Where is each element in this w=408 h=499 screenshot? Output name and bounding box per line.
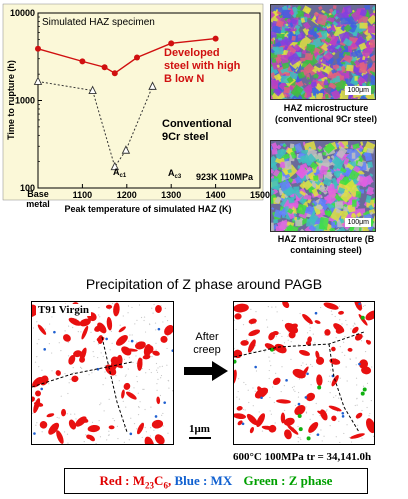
developed-steel-label-1: Developed bbox=[164, 47, 220, 59]
y-tick-label: 100 bbox=[20, 183, 35, 193]
micrograph-conventional-caption: HAZ microstructure (conventional 9Cr ste… bbox=[274, 103, 378, 124]
legend-red: Red : M23C6, bbox=[99, 473, 172, 491]
data-point-conventional bbox=[88, 85, 97, 94]
y-axis-label: Time to rupture (h) bbox=[6, 60, 16, 140]
x-tick-label: 1200 bbox=[117, 190, 137, 200]
x-tick-label: 1500 bbox=[250, 190, 270, 200]
conventional-steel-label-2: 9Cr steel bbox=[162, 131, 208, 143]
test-condition-label: 923K 110MPa bbox=[196, 172, 254, 182]
data-point-developed bbox=[35, 45, 41, 52]
chart-title: Simulated HAZ specimen bbox=[42, 17, 155, 28]
x-axis-label: Peak temperature of simulated HAZ (K) bbox=[64, 204, 231, 214]
x-tick-label: 1400 bbox=[206, 190, 226, 200]
data-point-conventional bbox=[33, 76, 43, 85]
micrograph-conventional: 100μm bbox=[270, 4, 376, 100]
x-base-label-2: metal bbox=[26, 199, 50, 209]
scale-bar-label: 1μm bbox=[189, 423, 210, 435]
conventional-steel-label-1: Conventional bbox=[162, 118, 232, 130]
data-point-developed bbox=[134, 54, 141, 61]
micrograph-scale-bar: 100μm bbox=[345, 86, 371, 95]
y-tick-label: 1000 bbox=[15, 96, 35, 106]
series-line-2 bbox=[37, 80, 154, 168]
data-point-developed bbox=[168, 40, 175, 47]
chart-background bbox=[2, 3, 264, 201]
x-base-label-1: Base bbox=[27, 189, 49, 199]
developed-steel-label-2: steel with high bbox=[164, 60, 241, 72]
panel-virgin: T91 Virgin bbox=[31, 301, 174, 445]
data-point-conventional bbox=[148, 81, 157, 90]
creep-condition-label: 600°C 100MPa tr = 34,141.0h bbox=[233, 451, 372, 463]
legend-blue: Blue : MX bbox=[174, 473, 233, 488]
data-point-developed bbox=[212, 35, 219, 42]
y-tick-label: 10000 bbox=[10, 8, 35, 18]
micrograph-b-steel-caption: HAZ microstructure (B containing steel) bbox=[277, 234, 375, 255]
panel-after-creep bbox=[233, 301, 375, 445]
color-legend: Red : M23C6, Blue : MX Green : Z phase bbox=[64, 468, 368, 494]
x-tick-label: 1100 bbox=[73, 190, 93, 200]
developed-steel-label-3: B low N bbox=[164, 73, 204, 85]
data-point-developed bbox=[111, 70, 118, 77]
after-creep-label: After creep bbox=[193, 331, 221, 356]
rupture-time-chart: Simulated HAZ specimen Time to rupture (… bbox=[2, 3, 270, 214]
panel-virgin-label: T91 Virgin bbox=[36, 304, 92, 316]
data-point-conventional bbox=[121, 145, 131, 154]
precipitation-title: Precipitation of Z phase around PAGB bbox=[85, 276, 323, 292]
data-point-developed bbox=[79, 58, 86, 65]
legend-green: Green : Z phase bbox=[243, 473, 333, 488]
arrow-right-icon bbox=[184, 361, 228, 381]
micrograph-b-steel: 100μm bbox=[270, 140, 376, 232]
scale-bar-line bbox=[189, 437, 211, 439]
data-point-conventional bbox=[110, 161, 120, 171]
data-point-developed bbox=[101, 64, 108, 71]
x-tick-label: 1300 bbox=[161, 190, 181, 200]
micrograph-scale-bar: 100μm bbox=[345, 218, 371, 227]
